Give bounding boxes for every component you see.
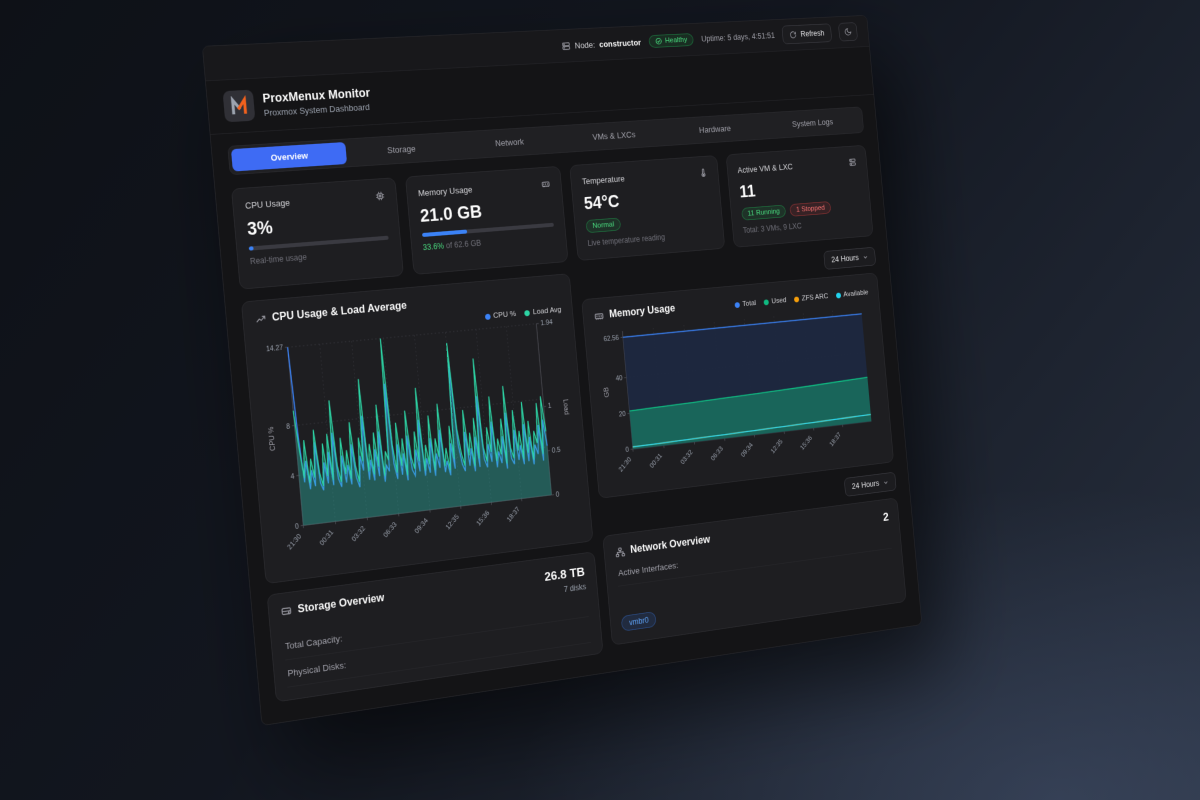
vm-card-label: Active VM & LXC xyxy=(737,161,794,176)
hard-drive-icon xyxy=(280,605,292,618)
memory-icon xyxy=(594,310,605,322)
svg-text:CPU %: CPU % xyxy=(266,426,277,452)
tab-overview[interactable]: Overview xyxy=(230,142,347,172)
memory-value: 21.0 GB xyxy=(419,201,483,226)
chevron-down-icon xyxy=(862,253,868,260)
cpu-progress-fill xyxy=(248,246,254,251)
refresh-icon xyxy=(789,30,797,38)
check-circle-icon xyxy=(655,37,663,45)
cpu-value: 3% xyxy=(246,217,274,240)
legend-item: ZFS ARC xyxy=(793,293,829,304)
vm-count-value: 11 xyxy=(738,181,757,202)
svg-text:21:30: 21:30 xyxy=(618,456,633,473)
svg-text:06:33: 06:33 xyxy=(710,445,724,462)
temperature-caption: Live temperature reading xyxy=(587,232,666,248)
dashboard-columns: CPU Usage & Load Average CPU % Load Avg 0… xyxy=(241,246,907,703)
svg-text:12:35: 12:35 xyxy=(445,514,461,532)
svg-text:03:32: 03:32 xyxy=(351,525,367,543)
svg-text:15:36: 15:36 xyxy=(476,510,492,528)
temperature-status-badge: Normal xyxy=(585,217,622,234)
tab-system-logs[interactable]: System Logs xyxy=(791,116,834,129)
svg-text:GB: GB xyxy=(602,387,611,398)
svg-text:09:34: 09:34 xyxy=(414,517,430,535)
time-range-dropdown-2[interactable]: 24 Hours xyxy=(844,472,897,498)
active-vm-lxc-card: Active VM & LXC 11 11 Running 1 Stopped … xyxy=(725,144,874,248)
temperature-card: Temperature 54°C Normal Live temperature… xyxy=(569,155,725,261)
right-column: 24 Hours Memory Usage xyxy=(579,246,907,646)
svg-text:18:37: 18:37 xyxy=(829,432,843,448)
trending-up-icon xyxy=(255,313,267,325)
svg-text:0: 0 xyxy=(295,523,299,531)
cpu-card-label: CPU Usage xyxy=(244,197,291,211)
cpu-load-chart-card: CPU Usage & Load Average CPU % Load Avg 0… xyxy=(241,273,594,585)
network-interface-badge[interactable]: vmbr0 xyxy=(620,611,657,632)
svg-text:12:35: 12:35 xyxy=(770,438,784,455)
storage-title: Storage Overview xyxy=(297,592,385,616)
svg-text:14.27: 14.27 xyxy=(266,345,284,354)
vm-stopped-badge: 1 Stopped xyxy=(789,201,832,217)
temperature-card-label: Temperature xyxy=(581,173,626,187)
svg-text:0: 0 xyxy=(625,447,629,454)
memory-chart: 0 20 40 62.56 21:30 00:31 03:32 06:33 09:34 12:35… xyxy=(595,300,883,486)
svg-text:1.94: 1.94 xyxy=(540,320,553,328)
svg-text:4: 4 xyxy=(290,473,294,480)
legend-item: Used xyxy=(763,296,787,306)
svg-text:06:33: 06:33 xyxy=(383,521,399,539)
server-icon xyxy=(561,41,571,51)
svg-text:18:37: 18:37 xyxy=(506,506,521,523)
svg-text:Load: Load xyxy=(562,399,571,416)
tab-network[interactable]: Network xyxy=(494,136,525,149)
vm-caption: Total: 3 VMs, 9 LXC xyxy=(742,221,802,235)
memory-progress-fill xyxy=(421,229,467,238)
memory-usage-card: Memory Usage 21.0 GB 33.6% of 62.6 GB xyxy=(404,165,569,275)
memory-icon xyxy=(541,179,551,189)
svg-text:8: 8 xyxy=(286,423,290,430)
temperature-value: 54°C xyxy=(583,191,621,214)
thermometer-icon xyxy=(698,168,707,178)
proxmenux-m-logo xyxy=(222,89,256,123)
svg-text:15:36: 15:36 xyxy=(800,435,814,452)
node-label: Node: xyxy=(574,39,596,51)
cpu-load-chart: 0 4 8 14.27 0 0.5 1 1.94 21:30 00:31 03:32 06:33 09:… xyxy=(257,314,580,565)
chevron-down-icon xyxy=(883,479,889,486)
svg-text:00:31: 00:31 xyxy=(319,529,335,547)
node-indicator: Node: constructor xyxy=(561,37,641,50)
svg-text:09:34: 09:34 xyxy=(740,442,754,459)
left-column: CPU Usage & Load Average CPU % Load Avg 0… xyxy=(241,273,604,703)
cpu-icon xyxy=(375,191,385,202)
memory-chart-card: Memory Usage Total Used ZFS ARC Available 0… xyxy=(581,272,894,499)
refresh-button[interactable]: Refresh xyxy=(781,23,833,45)
moon-icon xyxy=(844,27,852,36)
tab-vms-lxcs[interactable]: VMs & LXCs xyxy=(592,129,636,142)
svg-text:20: 20 xyxy=(619,411,626,418)
legend-item: Available xyxy=(835,289,869,299)
network-interface-count: 2 xyxy=(882,510,890,525)
legend-item: Total xyxy=(734,299,756,309)
main-content: Overview Storage Network VMs & LXCs Hard… xyxy=(210,95,921,721)
svg-text:21:30: 21:30 xyxy=(287,533,304,551)
memory-chart-title: Memory Usage xyxy=(608,303,676,321)
svg-text:40: 40 xyxy=(615,375,622,382)
svg-text:0.5: 0.5 xyxy=(552,447,561,455)
memory-card-label: Memory Usage xyxy=(417,184,473,199)
tab-hardware[interactable]: Hardware xyxy=(698,123,732,135)
node-name: constructor xyxy=(598,37,642,49)
cpu-usage-card: CPU Usage 3% Real-time usage xyxy=(231,177,404,290)
svg-text:1: 1 xyxy=(548,403,552,410)
uptime-text: Uptime: 5 days, 4:51:51 xyxy=(700,31,776,44)
time-range-dropdown[interactable]: 24 Hours xyxy=(823,246,877,270)
theme-toggle-button[interactable] xyxy=(838,22,858,42)
svg-text:03:32: 03:32 xyxy=(680,449,695,466)
health-badge: Healthy xyxy=(648,33,694,48)
svg-text:62.56: 62.56 xyxy=(603,335,619,343)
server-stack-icon xyxy=(848,157,857,167)
dashboard-window: Node: constructor Healthy Uptime: 5 days… xyxy=(202,15,923,726)
svg-text:00:31: 00:31 xyxy=(649,453,664,470)
vm-running-badge: 11 Running xyxy=(740,204,787,221)
tab-storage[interactable]: Storage xyxy=(386,143,417,156)
network-icon xyxy=(615,546,626,558)
svg-text:0: 0 xyxy=(556,491,560,498)
